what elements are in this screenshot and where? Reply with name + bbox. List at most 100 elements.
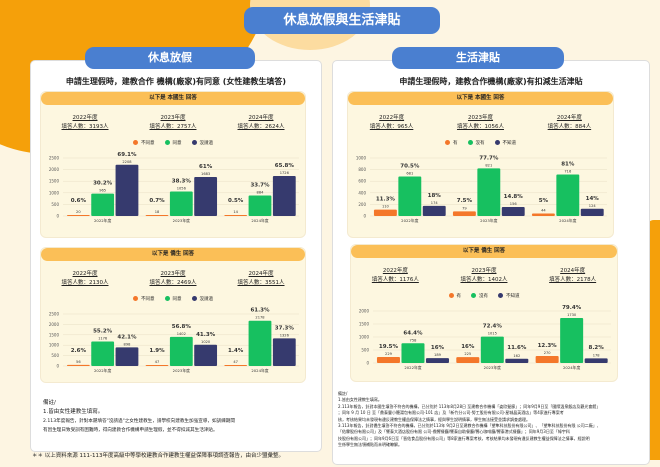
note-line: 有因生理日致受訓有困難時，得向建教合作機構申請生理假，並不得扣減其生活津貼。 — [43, 428, 218, 433]
chart-legend: 不同意 同意 沒請過 — [41, 296, 305, 302]
panel-overseas-allowance: 以下是 僑生 回答 2022年度 填答人數：1176人 2023年度 填答人數：1402… — [350, 244, 618, 382]
bar-percent-label: 79.4% — [562, 305, 582, 311]
y-tick-label: 200 — [358, 202, 366, 207]
year-label: 2022年度 — [379, 115, 405, 121]
panel-header: 以下是 本國生 回答 — [41, 92, 305, 105]
x-tick-label: 2024年度 — [563, 365, 580, 370]
bar — [145, 215, 169, 216]
bar-value-label: 2208 — [122, 160, 132, 164]
bar — [505, 358, 529, 363]
notes-allowance: 備註/ 1.皆由女性建教生填寫。 2.113年報告，針對本國生填答不符合的機構，… — [338, 391, 643, 449]
x-tick-label: 2023年度 — [484, 365, 501, 370]
panel-header: 以下是 本國生 回答 — [348, 92, 613, 105]
bar-percent-label: 42.1% — [117, 334, 137, 340]
chart-legend: 有 沒有 不知道 — [351, 293, 617, 299]
bar-percent-label: 65.8% — [275, 163, 295, 169]
section-title-rest: 休息放假 — [85, 47, 255, 69]
bar — [66, 215, 90, 216]
legend-label: 有 — [456, 294, 462, 299]
bar — [373, 209, 397, 216]
page-title: 休息放假與生活津貼 — [244, 7, 440, 34]
legend-item: 有 — [445, 140, 458, 146]
y-tick-label: 600 — [358, 179, 366, 184]
legend-item: 沒請過 — [191, 140, 214, 146]
legend-item: 不同意 — [133, 140, 155, 146]
note-line: ；同年 9 月 10 日 至「鼎泰豐小籠湯包有限公司-101 店」及「新竹分公司… — [338, 410, 564, 416]
bar-percent-label: 0.6% — [71, 198, 87, 204]
legend-dot-icon — [191, 296, 197, 301]
year-label: 2024年度 — [556, 115, 582, 121]
bar — [272, 338, 296, 366]
year-label: 2024年度 — [248, 271, 274, 277]
x-tick-label: 2024年度 — [251, 218, 268, 223]
legend-label: 沒有 — [479, 294, 488, 299]
bar — [91, 341, 115, 366]
legend-dot-icon — [494, 140, 500, 145]
bar — [115, 347, 139, 366]
bar-value-label: 1015 — [488, 332, 497, 336]
bar-value-label: 229 — [385, 352, 393, 356]
legend-item: 不同意 — [133, 296, 155, 302]
bar — [456, 357, 480, 363]
question-rest: 申請生理假時，建教合作 機構(廠家)有同意 (女性建教生填答) — [65, 77, 287, 86]
bar — [425, 358, 449, 363]
legend-item: 同意 — [164, 296, 182, 302]
bar-percent-label: 41.3% — [196, 332, 216, 338]
year-summary: 2024年度 填答人數：2624人 — [238, 114, 285, 132]
year-summary: 2023年度 填答人數：2757人 — [150, 114, 197, 132]
bar-percent-label: 16% — [431, 345, 445, 351]
bar — [556, 174, 580, 216]
panel-header: 以下是 僑生 回答 — [351, 245, 617, 258]
bar-percent-label: 12.3% — [538, 343, 558, 349]
bar — [452, 211, 476, 216]
y-tick-label: 1500 — [49, 332, 60, 337]
bar — [248, 195, 272, 216]
bar — [194, 176, 218, 216]
y-tick-label: 0 — [366, 361, 369, 366]
y-tick-label: 500 — [361, 348, 369, 353]
y-tick-label: 400 — [358, 190, 366, 195]
year-summary-row: 2022年度 填答人數：965人 2023年度 填答人數：1056人 2024年度 填答人… — [348, 114, 613, 132]
year-summary-row: 2022年度 填答人數：2130人 2023年度 填答人數：2469人 2024年度 填答… — [41, 270, 305, 288]
bar-percent-label: 72.4% — [483, 324, 503, 330]
respondent-count: 填答人數：1402人 — [460, 277, 508, 283]
respondent-count: 填答人數：2178人 — [549, 277, 597, 283]
respondent-count: 填答人數：2624人 — [237, 124, 285, 130]
bar-percent-label: 55.2% — [93, 329, 113, 335]
x-tick-label: 2024年度 — [251, 368, 268, 373]
legend-label: 有 — [453, 141, 458, 146]
bar-percent-label: 11.3% — [376, 197, 396, 203]
bar — [531, 213, 555, 216]
year-summary: 2024年度 填答人數：884人 — [548, 114, 592, 132]
bar-value-label: 884 — [257, 190, 265, 194]
bar — [501, 206, 525, 216]
bar-value-label: 1020 — [201, 340, 211, 344]
legend-item: 有 — [448, 293, 462, 299]
x-tick-label: 2023年度 — [480, 218, 497, 223]
bar-value-label: 124 — [589, 204, 597, 208]
panel-local-rest: 以下是 本國生 回答 2022年度 填答人數：3193人 2023年度 填答人數：275… — [40, 91, 306, 238]
year-label: 2022年度 — [382, 268, 408, 274]
year-summary: 2024年度 填答人數：2178人 — [549, 267, 596, 285]
y-tick-label: 800 — [358, 167, 366, 172]
legend-label: 沒請過 — [199, 141, 214, 146]
y-tick-label: 1000 — [359, 335, 370, 340]
bar — [272, 175, 296, 216]
bar-value-label: 14 — [233, 210, 238, 214]
bar-value-label: 18 — [155, 210, 160, 214]
respondent-count: 填答人數：2469人 — [149, 280, 197, 286]
bar-percent-label: 8.2% — [589, 345, 605, 351]
bar-value-label: 47 — [233, 360, 238, 364]
note-line: 1.皆由女性建教生填寫。 — [338, 397, 382, 403]
bar — [145, 365, 169, 366]
bar-value-label: 1176 — [98, 337, 108, 341]
y-tick-label: 1000 — [49, 343, 60, 348]
bar-value-label: 965 — [99, 189, 106, 193]
note-line: 3.113年報告，針對僑生填答不符合的機構，已分別於113年 9月2日至建教合作… — [338, 423, 601, 429]
bar-value-label: 110 — [382, 205, 390, 209]
legend-item: 不知道 — [494, 140, 516, 146]
legend-label: 沒有 — [475, 141, 485, 146]
bar-value-label: 2178 — [255, 316, 265, 320]
year-summary: 2024年度 填答人數：3551人 — [238, 270, 285, 288]
respondent-count: 填答人數：965人 — [369, 124, 414, 130]
